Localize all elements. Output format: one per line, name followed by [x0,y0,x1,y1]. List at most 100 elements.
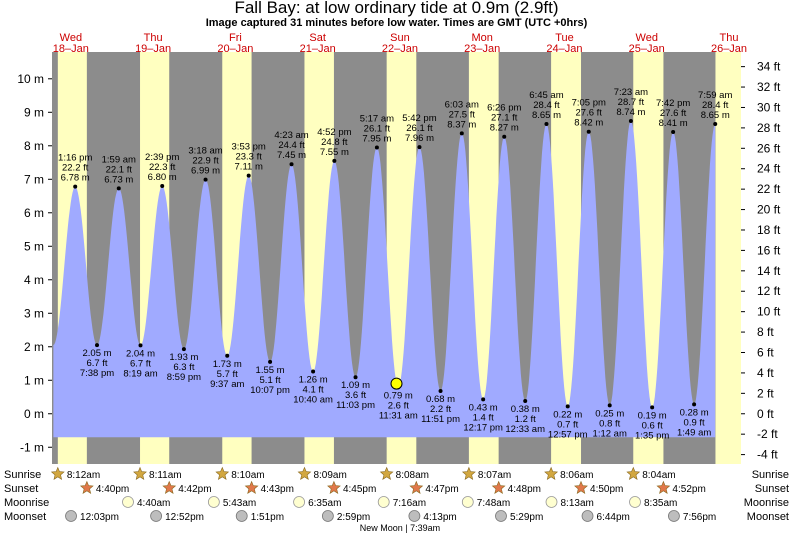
low-tide-label: 10:40 am [293,395,333,406]
day-headers: Wed18–JanThu19–JanFri20–JanSat21–JanSun2… [53,32,747,55]
high-tide-label: 22.3 ft [149,162,176,173]
low-tide-label: 1.2 ft [515,414,536,425]
moonset-icon [65,510,77,522]
y-tick-label-ft: 6 ft [757,345,774,359]
low-tide-label: 0.43 m [469,402,498,413]
row-label-sunset: Sunset [4,483,38,495]
high-tide-label: 8.65 m [701,110,730,121]
high-tide-point [713,122,718,127]
sunrise-icon [379,466,394,480]
sunrise-icon [133,466,147,480]
low-tide-label: 6.7 ft [130,358,151,369]
sunset-icon [244,480,259,494]
low-tide-label: 1.09 m [341,380,370,391]
high-tide-label: 8.42 m [574,118,603,129]
moonrise-time: 5:43am [223,498,256,509]
high-tide-point [246,173,251,178]
moonset-time: 7:56pm [683,512,716,523]
low-tide-point [225,353,230,358]
sunset-icon [409,480,424,494]
y-tick-label-ft: 16 ft [757,243,781,257]
high-tide-label: 7.96 m [405,133,434,144]
moonset-icon [235,510,248,522]
low-tide-label: 8:19 am [123,368,157,379]
high-tide-label: 8.74 m [616,107,645,118]
row-label-right-sunset: Sunset [755,483,789,495]
high-tide-label: 8.27 m [490,123,519,134]
high-tide-label: 3:53 pm [232,142,266,153]
low-tide-label: 0.8 ft [599,418,620,429]
low-tide-label: 1:49 am [677,427,711,438]
moonrise-icon [122,496,134,508]
high-tide-point [160,183,165,188]
high-tide-label: 6.73 m [104,174,133,185]
low-tide-label: 1.4 ft [473,412,494,423]
high-tide-label: 22.9 ft [192,156,219,167]
sunset-time: 4:48pm [508,484,541,495]
y-tick-label-m: 5 m [24,239,44,253]
sunset-time: 4:45pm [343,484,376,495]
high-tide-label: 7:42 pm [656,98,690,109]
low-tide-label: 3.6 ft [345,390,366,401]
sunrise-time: 8:09am [313,470,346,481]
high-tide-label: 26.1 ft [364,123,391,134]
y-tick-label-ft: 0 ft [757,407,774,421]
high-tide-label: 6:03 am [445,99,479,110]
row-label-right-moonset: Moonset [747,511,789,523]
low-tide-label: 0.38 m [511,404,540,415]
low-tide-label: 1.73 m [213,359,242,370]
low-tide-point [353,375,358,380]
day-date: 21–Jan [300,43,336,55]
high-tide-label: 8.41 m [659,118,688,129]
moonrise-time: 7:16am [393,498,426,509]
sunset-time: 4:50pm [590,484,623,495]
low-tide-label: 6.7 ft [86,358,107,369]
day-name: Tue [555,32,574,44]
tide-curve [53,121,716,438]
moonset-time: 5:29pm [510,512,543,523]
low-tide-label: 8:59 pm [167,372,201,383]
sunset-icon [574,480,588,494]
y-tick-label-m: 6 m [24,206,44,220]
moon-phase-note: New Moon | 7:39am [360,523,440,533]
high-tide-label: 24.8 ft [321,137,348,148]
low-tide-label: 2.2 ft [430,404,451,415]
sunrise-time: 8:12am [67,470,100,481]
high-tide-point [73,184,78,189]
sunrise-time: 8:08am [396,470,429,481]
moonset-icon [668,510,680,522]
low-tide-point [523,399,528,404]
high-tide-label: 5:17 am [360,113,394,124]
y-tick-label-ft: -4 ft [757,448,778,462]
low-tide-label: 12:57 pm [548,429,588,440]
high-tide-label: 5:42 pm [402,113,436,124]
y-tick-label-ft: 10 ft [757,305,781,319]
y-tick-label-ft: 20 ft [757,203,781,217]
high-tide-point [628,119,633,124]
low-tide-point [481,397,486,402]
low-tide-label: 11:51 pm [421,414,460,425]
low-tide-label: 0.22 m [553,409,582,420]
low-tide-label: 12:17 pm [463,422,503,433]
high-tide-label: 4:23 am [274,130,308,141]
high-tide-label: 6.78 m [61,173,90,184]
row-label-sunrise: Sunrise [4,469,41,481]
low-tide-label: 11:03 pm [336,400,375,411]
low-tide-label: 1.55 m [256,365,285,376]
sunrise-icon [297,466,312,480]
high-tide-label: 8.37 m [447,119,476,130]
sunrise-time: 8:06am [560,470,593,481]
low-tide-point [268,359,273,364]
moonset-icon [408,510,421,522]
moonset-icon [495,510,507,522]
high-tide-label: 8.65 m [532,110,561,121]
row-label-moonrise: Moonrise [4,497,49,509]
moonrise-icon [293,496,305,508]
low-tide-label: 1:35 pm [635,430,669,441]
y-tick-label-ft: 2 ft [757,386,774,400]
y-tick-label-ft: 24 ft [757,162,781,176]
high-tide-label: 7.95 m [362,133,391,144]
sunrise-icon [626,466,641,480]
